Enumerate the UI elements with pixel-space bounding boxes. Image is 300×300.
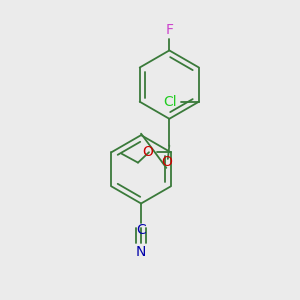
- Text: F: F: [165, 23, 173, 37]
- Text: O: O: [142, 145, 153, 159]
- Text: O: O: [161, 155, 172, 169]
- Text: C: C: [136, 224, 146, 237]
- Text: Cl: Cl: [163, 95, 177, 109]
- Text: N: N: [136, 244, 146, 259]
